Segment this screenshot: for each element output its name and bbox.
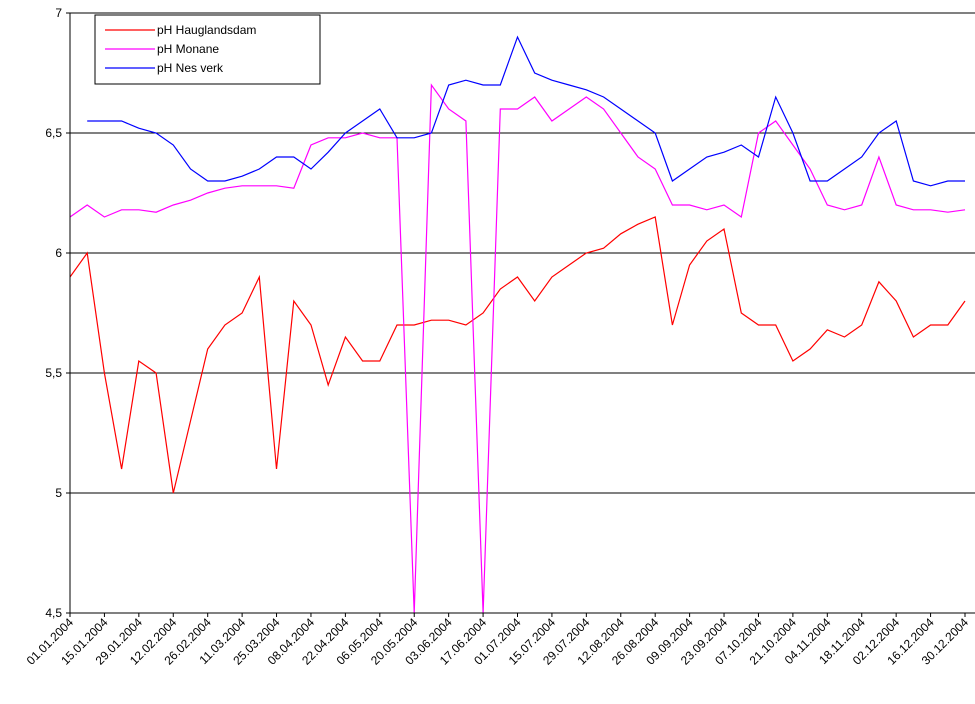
y-tick-label: 4,5 bbox=[45, 606, 62, 620]
y-tick-label: 6,5 bbox=[45, 126, 62, 140]
legend-label: pH Nes verk bbox=[157, 61, 224, 75]
series-line bbox=[70, 216, 966, 494]
y-tick-label: 6 bbox=[55, 246, 62, 260]
series-line bbox=[70, 83, 966, 613]
y-tick-label: 5,5 bbox=[45, 366, 62, 380]
y-tick-label: 5 bbox=[55, 486, 62, 500]
series-line bbox=[87, 35, 965, 187]
legend-label: pH Hauglandsdam bbox=[157, 23, 256, 37]
legend-label: pH Monane bbox=[157, 42, 219, 56]
y-tick-label: 7 bbox=[55, 6, 62, 20]
